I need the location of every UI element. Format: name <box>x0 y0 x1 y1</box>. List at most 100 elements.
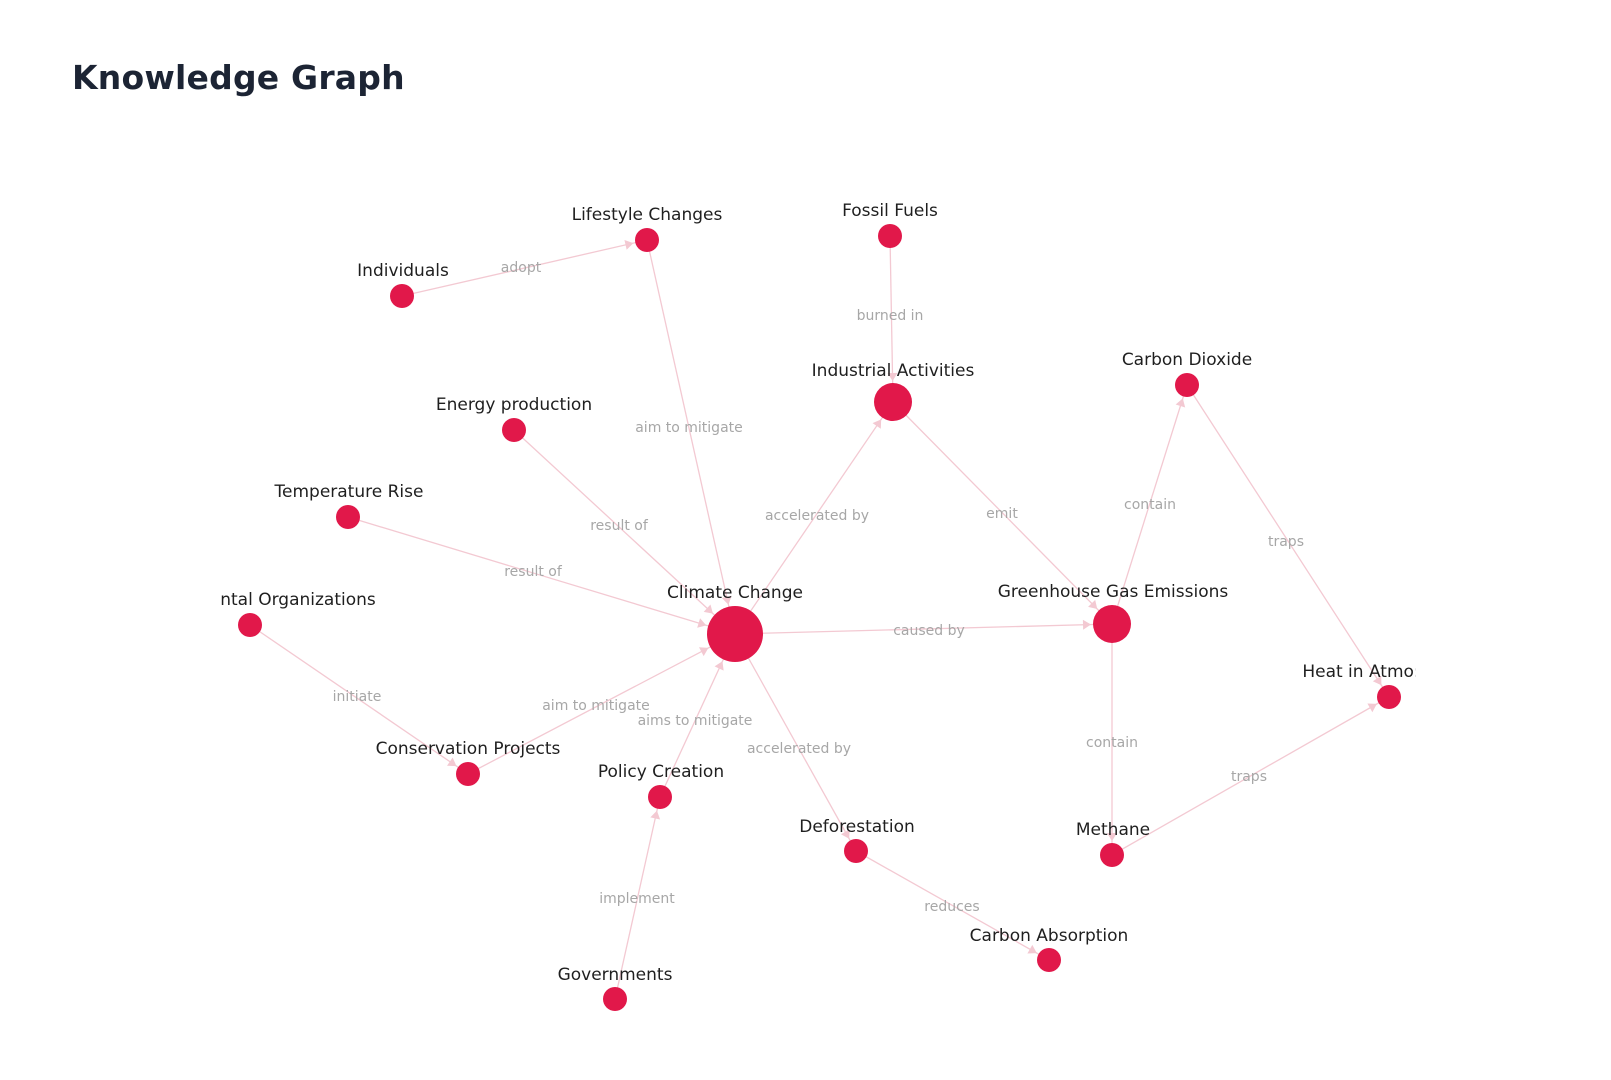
node-policy-creation[interactable]: Policy Creation <box>598 762 724 809</box>
edge-lifestyle-changes-climate-change <box>646 239 736 635</box>
edge-label: traps <box>1231 769 1267 785</box>
node-temperature-rise[interactable]: Temperature Rise <box>274 482 424 529</box>
edge-conservation-projects-climate-change <box>467 633 736 775</box>
edge-methane-heat-in-atmosphere <box>1111 696 1390 856</box>
node-lifestyle-changes[interactable]: Lifestyle Changes <box>572 205 723 252</box>
edge-label: accelerated by <box>747 741 851 757</box>
edge-deforestation-carbon-absorption <box>855 850 1050 961</box>
edge-greenhouse-gas-emissions-carbon-dioxide <box>1111 384 1188 625</box>
arrowhead-icon <box>1372 675 1382 686</box>
node-label: Carbon Absorption <box>970 926 1129 946</box>
arrowhead-icon <box>1082 619 1092 630</box>
edge-label: aim to mitigate <box>542 698 650 714</box>
node-label: Energy production <box>436 395 592 415</box>
edge-industrial-activities-greenhouse-gas-emissions <box>892 401 1113 625</box>
node-circle[interactable] <box>1175 373 1199 397</box>
node-carbon-absorption[interactable]: Carbon Absorption <box>970 926 1129 972</box>
node-conservation-projects[interactable]: Conservation Projects <box>376 739 561 786</box>
edge-climate-change-industrial-activities <box>734 401 894 635</box>
node-greenhouse-gas-emissions[interactable]: Greenhouse Gas Emissions <box>998 582 1229 643</box>
node-label: Greenhouse Gas Emissions <box>998 582 1229 602</box>
node-label: Governments <box>558 965 673 985</box>
node-label: Carbon Dioxide <box>1122 350 1252 370</box>
edge-label: aim to mitigate <box>635 420 743 436</box>
node-circle[interactable] <box>648 785 672 809</box>
node-circle[interactable] <box>390 284 414 308</box>
node-carbon-dioxide[interactable]: Carbon Dioxide <box>1122 350 1252 397</box>
edge-energy-production-climate-change <box>513 429 736 635</box>
node-fossil-fuels[interactable]: Fossil Fuels <box>842 201 938 248</box>
node-label: Individuals <box>357 261 449 281</box>
edges-layer <box>249 235 1390 1000</box>
node-environmental-organizations[interactable]: ntal Organizations <box>220 590 376 637</box>
node-label: Industrial Activities <box>812 361 975 381</box>
edge-carbon-dioxide-heat-in-atmosphere <box>1186 384 1390 698</box>
arrowhead-icon <box>650 810 661 820</box>
edge-governments-policy-creation <box>614 796 661 1000</box>
edge-climate-change-deforestation <box>734 633 857 852</box>
edge-label: emit <box>986 506 1018 522</box>
edge-label: accelerated by <box>765 508 869 524</box>
node-label: Lifestyle Changes <box>572 205 723 225</box>
arrowhead-icon <box>840 829 850 839</box>
edge-label: adopt <box>501 260 542 276</box>
edge-labels-layer: adopt burned in aim to mitigate result of re… <box>333 260 1304 915</box>
edge-label: caused by <box>893 623 965 639</box>
node-circle[interactable] <box>456 762 480 786</box>
arrowhead-icon <box>703 604 713 614</box>
node-circle[interactable] <box>635 228 659 252</box>
edge-label: result of <box>504 564 563 580</box>
node-energy-production[interactable]: Energy production <box>436 395 592 442</box>
node-circle[interactable] <box>874 383 912 421</box>
node-circle[interactable] <box>238 613 262 637</box>
edge-policy-creation-climate-change <box>659 633 736 798</box>
arrowhead-icon <box>872 419 882 429</box>
edge-label: reduces <box>924 899 979 915</box>
edge-label: contain <box>1086 735 1138 751</box>
edge-label: burned in <box>857 308 924 324</box>
arrowhead-icon <box>1027 944 1037 954</box>
arrowhead-icon <box>697 618 707 628</box>
node-governments[interactable]: Governments <box>558 965 673 1011</box>
page-title: Knowledge Graph <box>72 58 405 97</box>
node-deforestation[interactable]: Deforestation <box>799 817 915 863</box>
node-methane[interactable]: Methane <box>1076 820 1150 867</box>
node-climate-change[interactable]: Climate Change <box>667 583 803 662</box>
node-circle[interactable] <box>502 418 526 442</box>
arrowhead-icon <box>1175 398 1186 408</box>
arrowhead-icon <box>1107 833 1117 841</box>
edge-label: contain <box>1124 497 1176 513</box>
node-circle[interactable] <box>1093 605 1131 643</box>
node-circle[interactable] <box>844 839 868 863</box>
node-label: Methane <box>1076 820 1150 840</box>
edge-label: initiate <box>333 689 382 705</box>
edge-climate-change-greenhouse-gas-emissions <box>734 623 1113 635</box>
node-heat-in-atmosphere[interactable]: Heat in Atmo: <box>1302 662 1419 709</box>
node-label: ntal Organizations <box>220 590 376 610</box>
node-label: Policy Creation <box>598 762 724 782</box>
edge-temperature-rise-climate-change <box>347 516 736 635</box>
node-industrial-activities[interactable]: Industrial Activities <box>812 361 975 421</box>
arrowhead-icon <box>699 647 709 657</box>
node-circle[interactable] <box>707 606 763 662</box>
node-circle[interactable] <box>603 987 627 1011</box>
edge-label: traps <box>1268 534 1304 550</box>
node-label: Fossil Fuels <box>842 201 938 221</box>
node-circle[interactable] <box>1037 948 1061 972</box>
node-circle[interactable] <box>878 224 902 248</box>
edge-individuals-lifestyle-changes <box>401 239 648 297</box>
nodes-layer[interactable]: Climate Change Greenhouse Gas Emissions In… <box>220 201 1419 1011</box>
node-individuals[interactable]: Individuals <box>357 261 449 308</box>
edge-label: result of <box>590 518 649 534</box>
arrowhead-icon <box>447 757 457 767</box>
arrowhead-icon <box>1088 599 1098 610</box>
node-circle[interactable] <box>1100 843 1124 867</box>
node-circle[interactable] <box>336 505 360 529</box>
arrowhead-icon <box>714 661 724 671</box>
node-circle[interactable] <box>1377 685 1401 709</box>
node-label: Deforestation <box>799 817 915 837</box>
node-label: Conservation Projects <box>376 739 561 759</box>
node-label: Temperature Rise <box>274 482 424 502</box>
